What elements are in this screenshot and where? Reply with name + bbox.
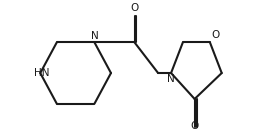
Text: O: O (211, 30, 219, 40)
Text: O: O (190, 121, 199, 131)
Text: HN: HN (34, 68, 50, 78)
Text: O: O (130, 3, 139, 13)
Text: N: N (167, 74, 175, 84)
Text: N: N (91, 31, 98, 41)
